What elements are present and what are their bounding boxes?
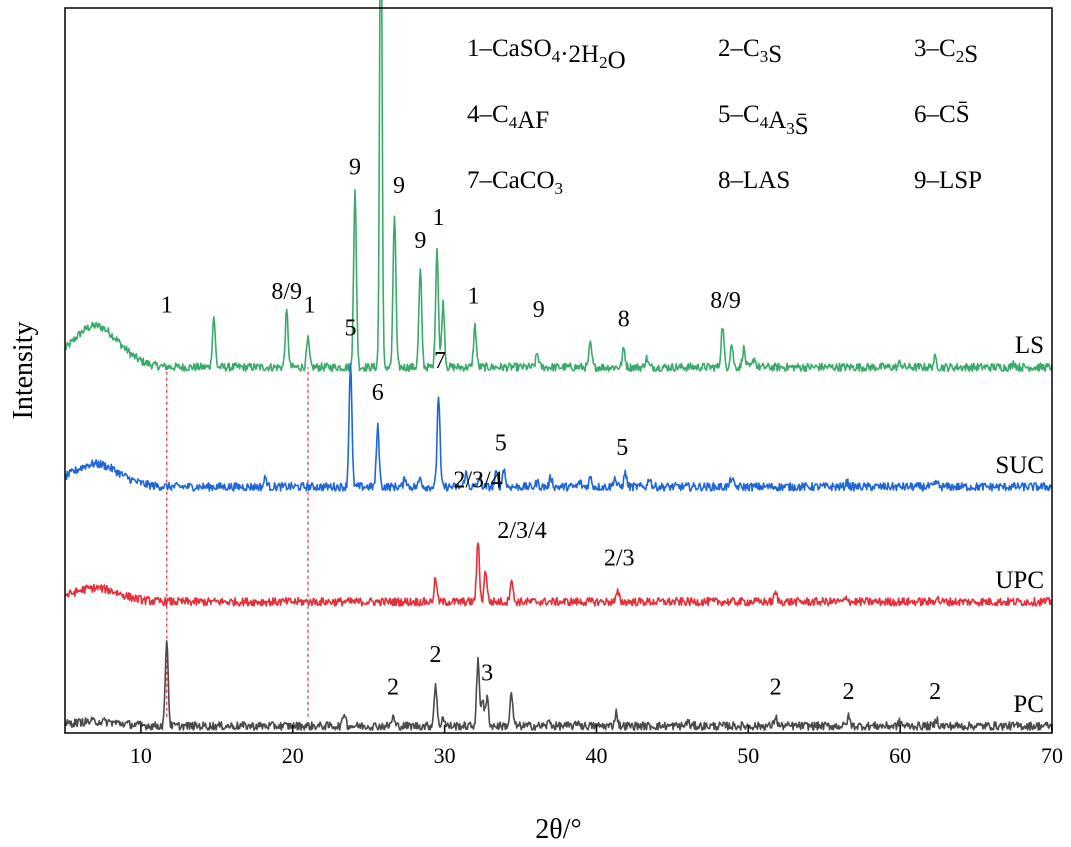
peak-label-suc-3: 5: [495, 431, 507, 457]
legend-entry-8: 8–LAS: [718, 167, 790, 194]
peak-label-ls-1: 8/9: [271, 279, 302, 305]
legend-entry-3: 3–C2S: [914, 35, 978, 68]
legend-entry-9: 9–LSP: [914, 167, 982, 194]
series-label-pc: PC: [1013, 691, 1044, 718]
x-tick-label-4: 50: [737, 743, 759, 768]
peak-label-ls-9: 9: [533, 297, 545, 323]
series-curves: [64, 0, 1053, 731]
peak-label-ls-8: 1: [467, 283, 479, 309]
peak-label-suc-4: 5: [616, 435, 628, 461]
peak-label-ls-5: 9: [393, 173, 405, 199]
peak-label-pc-0: 2: [387, 674, 399, 700]
legend-entry-4: 4–C4AF: [467, 101, 549, 134]
x-axis-title: 2θ/°: [535, 814, 581, 845]
plot-frame: [64, 7, 1053, 734]
reference-lines: [166, 367, 309, 717]
series-labels: LS SUC UPC PC: [995, 332, 1044, 718]
peak-label-ls-0: 1: [161, 293, 173, 319]
peak-label-upc-0: 2/3/4: [453, 467, 502, 493]
peak-label-suc-2: 7: [434, 348, 446, 374]
x-tick-label-6: 70: [1041, 743, 1063, 768]
series-line-suc: [64, 362, 1053, 492]
legend-entry-5: 5–C4A3S̄: [718, 101, 809, 140]
x-tick-label-2: 30: [434, 743, 456, 768]
peak-label-ls-11: 8/9: [710, 288, 741, 314]
x-axis: 10 20 30 40 50 60 70: [130, 725, 1063, 768]
series-label-upc: UPC: [995, 567, 1044, 594]
series-line-ls: [64, 0, 1053, 373]
series-line-pc: [64, 640, 1053, 731]
series-label-suc: SUC: [995, 452, 1044, 479]
x-tick-label-3: 40: [585, 743, 607, 768]
peak-label-pc-4: 2: [843, 679, 855, 705]
peak-label-ls-3: 9: [349, 155, 361, 181]
x-tick-label-0: 10: [130, 743, 152, 768]
legend-entry-1: 1–CaSO4·2H2O: [467, 35, 626, 74]
series-line-upc: [64, 542, 1053, 607]
peak-label-ls-7: 1: [433, 205, 445, 231]
peak-label-upc-2: 2/3: [604, 546, 635, 572]
peak-label-pc-5: 2: [929, 679, 941, 705]
series-label-ls: LS: [1015, 332, 1044, 359]
x-tick-label-5: 60: [889, 743, 911, 768]
peak-label-pc-3: 2: [770, 674, 782, 700]
peak-label-suc-0: 5: [344, 316, 356, 342]
legend-entry-6: 6–CS̄: [914, 101, 970, 128]
y-axis-title: Intensity: [8, 322, 39, 420]
legend-entry-2: 2–C3S: [718, 35, 782, 68]
x-tick-label-1: 20: [282, 743, 304, 768]
peak-label-ls-10: 8: [618, 306, 630, 332]
peak-label-upc-1: 2/3/4: [497, 518, 546, 544]
phase-legend: 1–CaSO4·2H2O 2–C3S 3–C2S 4–C4AF 5–C4A3S̄ 6–CS…: [467, 35, 982, 198]
peak-label-ls-2: 1: [303, 293, 315, 319]
peak-label-ls-6: 9: [414, 228, 426, 254]
peak-label-suc-1: 6: [372, 380, 384, 406]
peak-label-pc-2: 3: [481, 661, 493, 687]
peak-label-pc-1: 2: [430, 642, 442, 668]
legend-entry-7: 7–CaCO3: [467, 167, 563, 198]
